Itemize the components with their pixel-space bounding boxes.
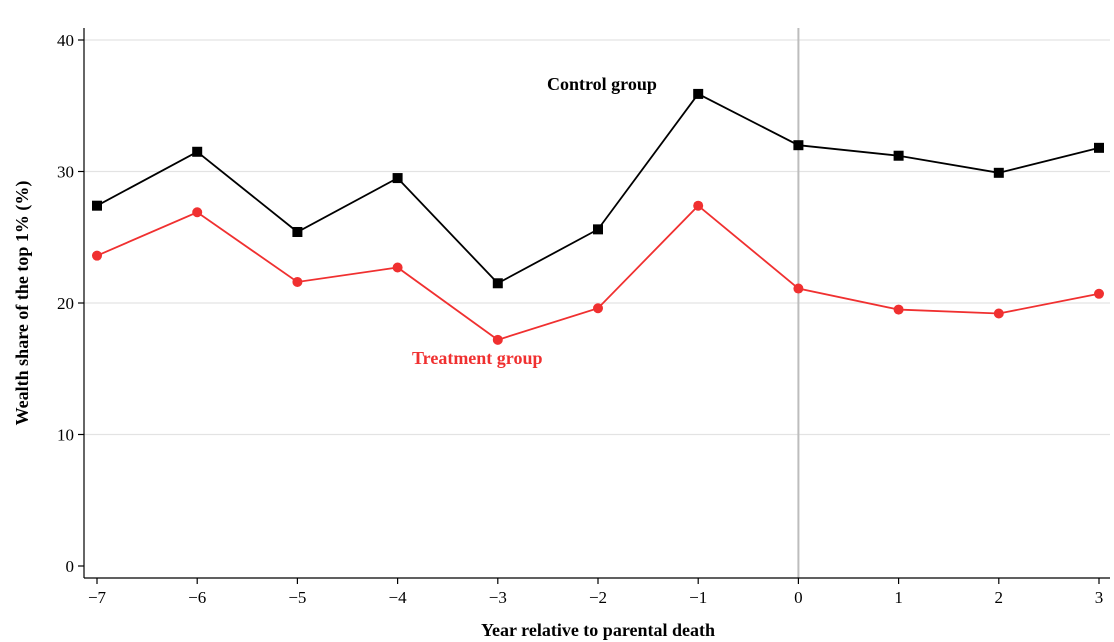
point-control-group-6 xyxy=(693,88,704,99)
point-control-group-5 xyxy=(593,224,603,235)
x-tick-label-7: 0 xyxy=(794,588,803,607)
point-treatment-group-0 xyxy=(92,250,102,261)
series-group xyxy=(92,88,1104,345)
y-tick-label-40: 40 xyxy=(57,31,74,50)
point-control-group-9 xyxy=(993,167,1004,178)
point-treatment-group-9 xyxy=(993,308,1004,319)
point-treatment-group-1 xyxy=(192,207,203,218)
point-control-group-8 xyxy=(893,150,904,161)
point-treatment-group-3 xyxy=(392,262,403,273)
x-tick-label-6: −1 xyxy=(689,588,707,607)
point-control-group-10 xyxy=(1094,142,1104,153)
x-tick-label-0: −7 xyxy=(88,588,107,607)
y-axis-title: Wealth share of the top 1% (%) xyxy=(12,181,33,426)
y-tick-label-20: 20 xyxy=(57,294,74,313)
gridlines xyxy=(84,39,1110,436)
x-tick-label-3: −4 xyxy=(389,588,408,607)
point-control-group-7 xyxy=(793,140,804,151)
point-control-group-2 xyxy=(292,226,303,237)
labels-group: Wealth share of the top 1% (%) Year rela… xyxy=(12,74,715,640)
point-treatment-group-10 xyxy=(1094,288,1104,299)
x-axis-title: Year relative to parental death xyxy=(481,620,715,640)
point-treatment-group-7 xyxy=(793,283,804,294)
point-control-group-0 xyxy=(92,200,102,211)
point-treatment-group-2 xyxy=(292,276,303,287)
point-treatment-group-4 xyxy=(492,334,503,345)
point-treatment-group-6 xyxy=(693,200,704,211)
point-control-group-1 xyxy=(192,146,203,157)
point-treatment-group-8 xyxy=(893,304,904,315)
x-tick-label-10: 3 xyxy=(1095,588,1104,607)
axes: 0 10 20 30 40 −7 −6 −5 −4 −3 −2 −1 0 1 2 3 xyxy=(57,28,1110,607)
x-tick-label-8: 1 xyxy=(894,588,903,607)
y-tick-label-10: 10 xyxy=(57,426,74,445)
x-tick-label-1: −6 xyxy=(188,588,206,607)
series-label-treatment: Treatment group xyxy=(412,348,543,368)
y-tick-label-30: 30 xyxy=(57,163,74,182)
y-tick-label-0: 0 xyxy=(66,557,75,576)
point-control-group-4 xyxy=(492,278,503,289)
series-label-control: Control group xyxy=(547,74,657,94)
x-tick-label-4: −3 xyxy=(489,588,507,607)
x-tick-label-9: 2 xyxy=(995,588,1004,607)
point-treatment-group-5 xyxy=(593,303,603,314)
x-tick-label-2: −5 xyxy=(288,588,306,607)
series-line-control-group xyxy=(96,92,1100,285)
point-control-group-3 xyxy=(392,173,403,184)
x-tick-label-5: −2 xyxy=(589,588,607,607)
